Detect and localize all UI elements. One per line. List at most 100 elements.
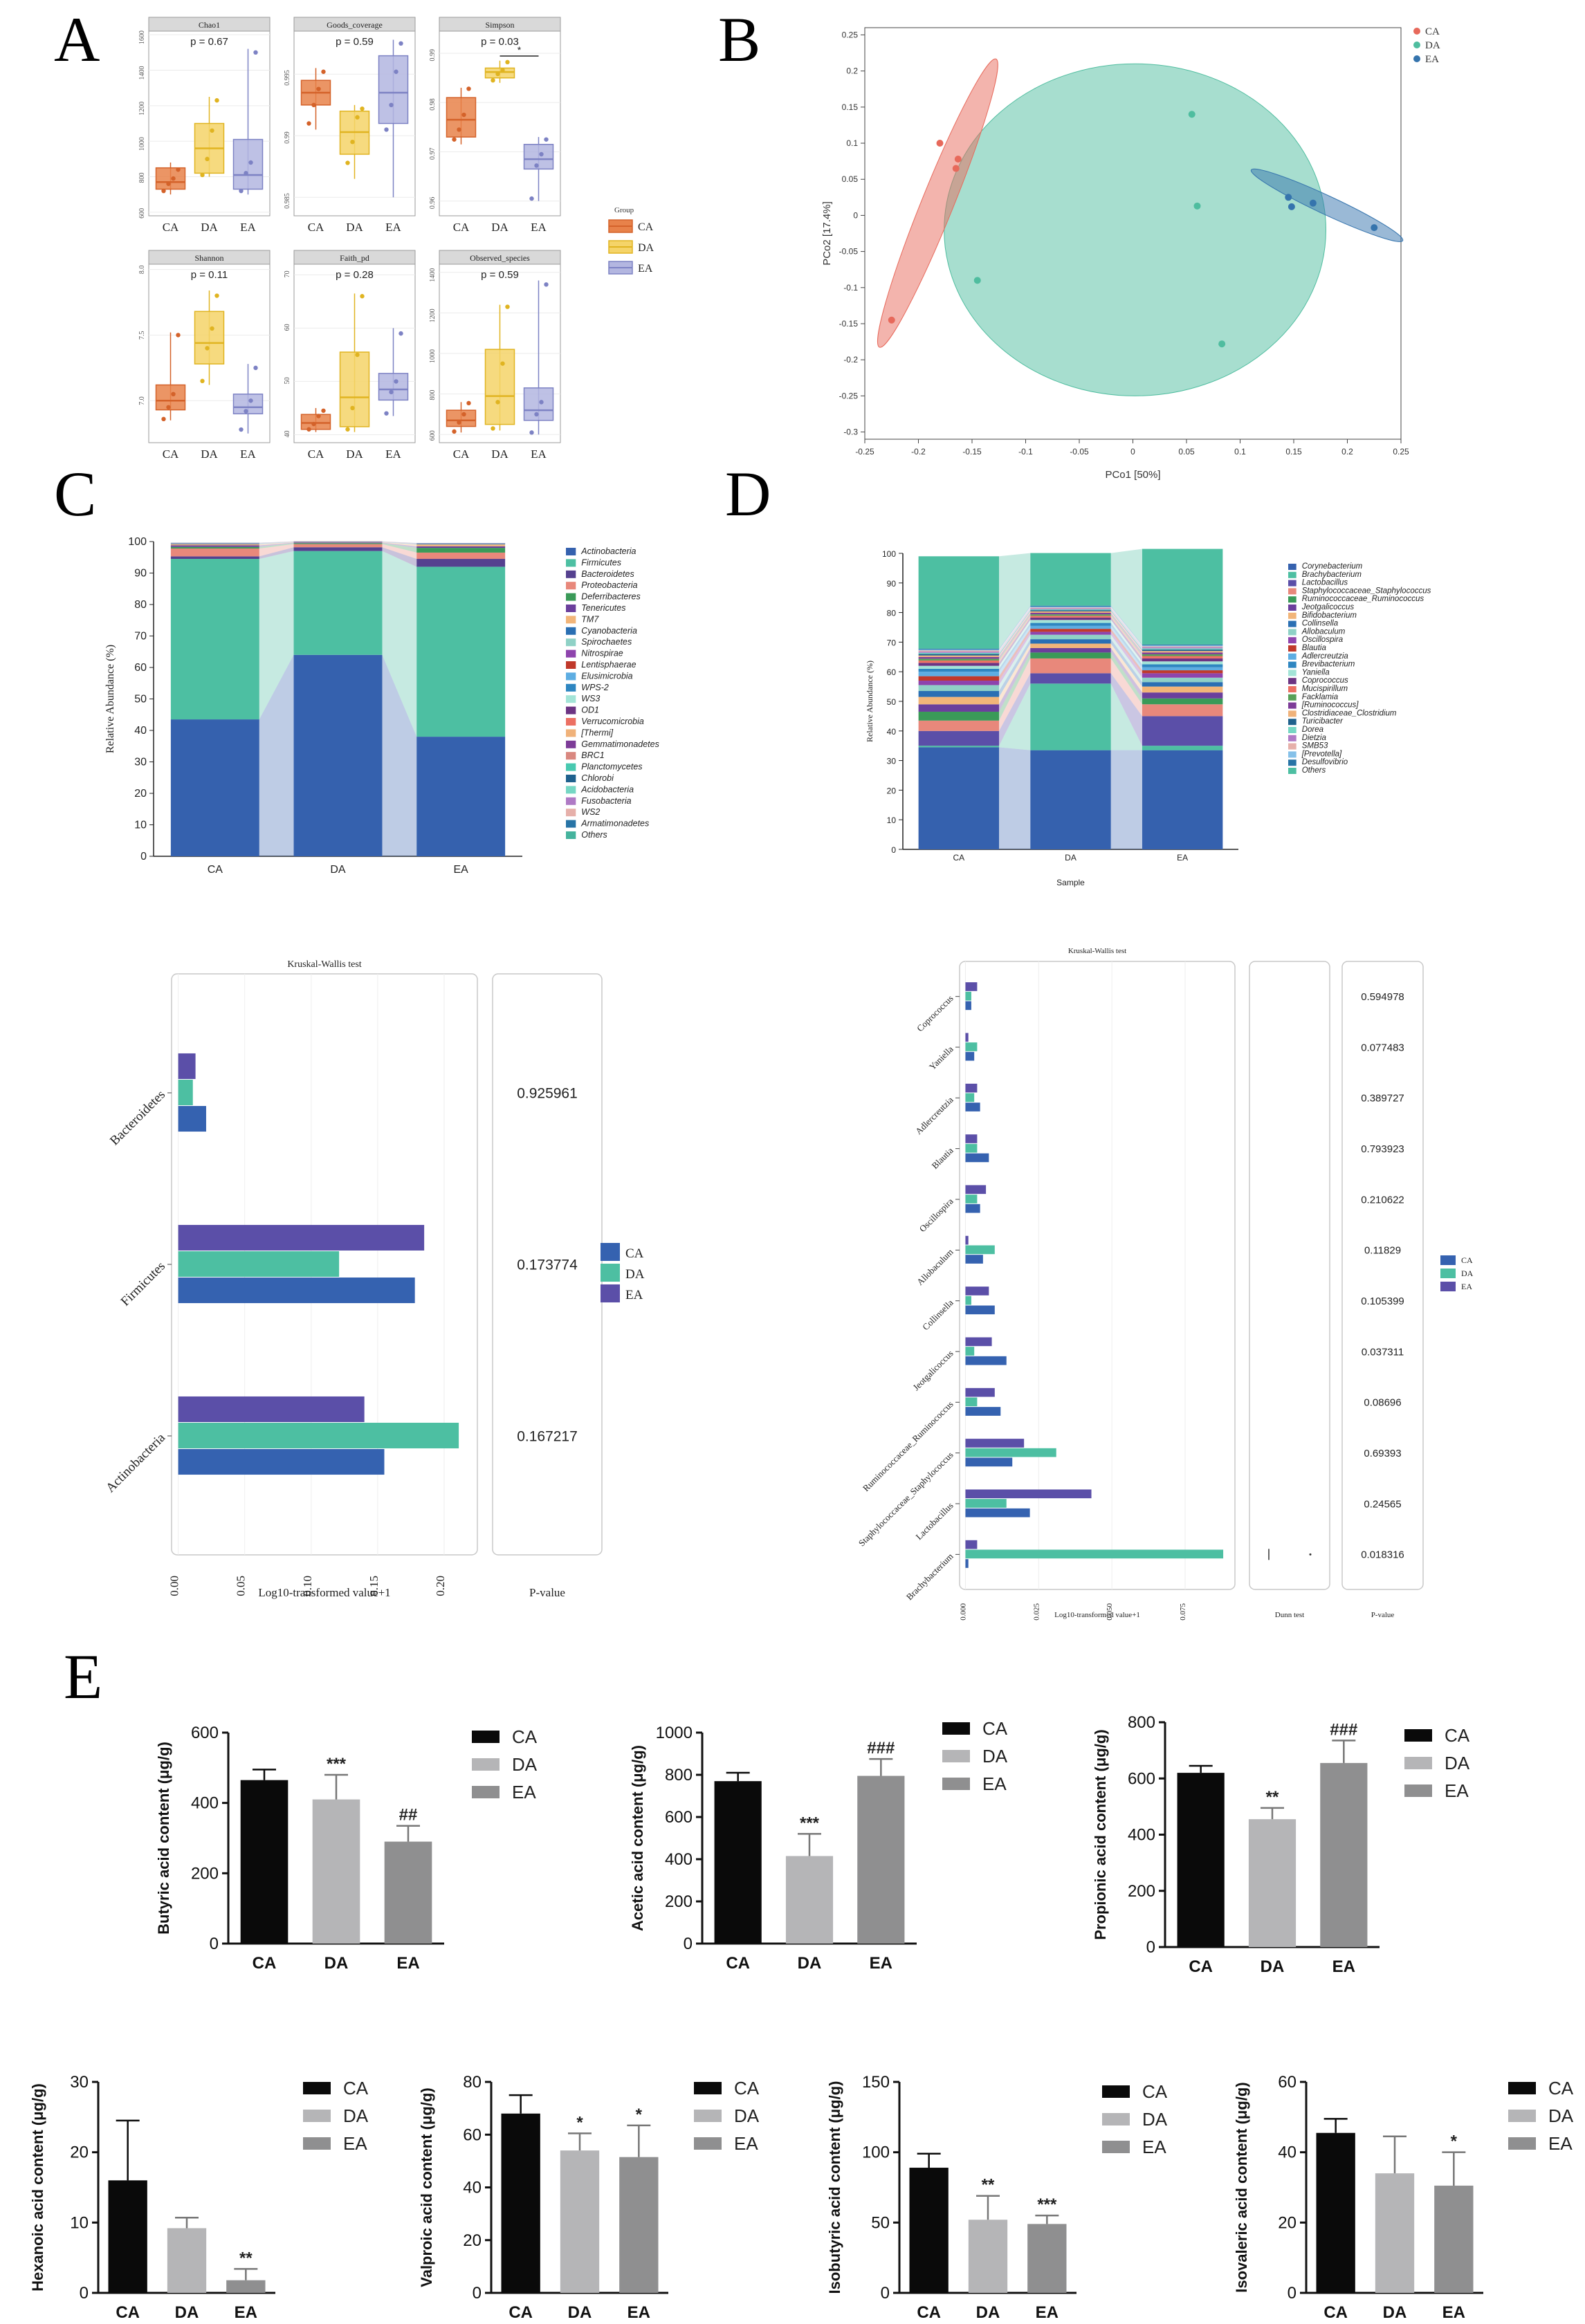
legend-swatch-da: [303, 2110, 331, 2122]
flow-band: [999, 673, 1031, 746]
bar-segment: [918, 747, 1000, 849]
flow-band: [1110, 607, 1142, 647]
x-tick-label: EA: [396, 1954, 419, 1973]
bar-ea: [965, 1540, 978, 1549]
legend-label: Proteobacteria: [581, 580, 637, 590]
x-tick-label: EA: [240, 221, 256, 234]
bar-da: [965, 1195, 978, 1204]
panel-a-alpha-diversity: Chao1 600 800 1000 1200 1400 1600 CA DA EA p = 0.6…: [138, 17, 654, 461]
y-tick-label: 600: [138, 208, 146, 219]
stacked-bar-ca: [170, 542, 259, 856]
bar-segment: [1030, 647, 1111, 653]
legend-swatch-ea: [694, 2137, 722, 2150]
panel-letter-c: C: [54, 459, 96, 529]
sample-point-ca: [888, 316, 895, 324]
y-tick-label: 0: [140, 851, 147, 863]
dunn-header: Dunn test: [1275, 1611, 1304, 1619]
significance-label: **: [239, 2249, 253, 2267]
flow-band: [999, 639, 1031, 697]
bar-ea: [965, 1387, 995, 1397]
x-tick-label: DA: [330, 864, 346, 876]
flow-band: [999, 613, 1031, 659]
bar-ca: [1316, 2132, 1355, 2293]
flow-band: [999, 643, 1031, 705]
boxplot-simpson: Simpson 0.96 0.97 0.98 0.99 CA DA EA p = 0.03*: [429, 17, 561, 234]
y-tick-label: 0: [853, 210, 858, 220]
bar-da: [1248, 1819, 1297, 1947]
y-tick-label: 40: [887, 727, 897, 737]
legend-label-ca: CA: [1425, 26, 1440, 37]
flow-band: [1110, 613, 1142, 654]
bar-segment: [1142, 646, 1223, 647]
legend-marker-ca: [1413, 28, 1420, 35]
bar-segment: [1030, 613, 1111, 615]
bar-ca: [965, 1001, 971, 1011]
flow-band: [259, 542, 294, 544]
bar-group-ruminococcaceae_ruminococcus: [965, 1387, 1001, 1416]
bar-ea: [226, 2280, 266, 2293]
bar-ea: [619, 2157, 659, 2293]
legend-label: SMB53: [1302, 742, 1328, 750]
flow-band: [259, 542, 294, 546]
legend-label-da: DA: [1142, 2109, 1168, 2130]
data-point: [355, 352, 360, 358]
data-point: [161, 188, 166, 194]
legend-swatch: [1288, 759, 1297, 766]
sample-point-da: [1188, 111, 1195, 118]
x-tick-label: -0.15: [962, 447, 982, 456]
data-point: [171, 391, 176, 397]
y-tick-label: 800: [138, 173, 146, 183]
legend-label-ca: CA: [1142, 2081, 1168, 2102]
bar-segment: [416, 559, 506, 567]
legend-label: Coprococcus: [1302, 676, 1348, 685]
bar-ea: [965, 1083, 978, 1093]
bar-ca: [178, 1106, 206, 1132]
bar-segment: [416, 544, 506, 546]
flow-band: [382, 544, 417, 560]
legend-swatch: [1288, 612, 1297, 619]
bar-segment: [1142, 664, 1223, 667]
legend-swatch: [1288, 686, 1297, 692]
flow-band: [1110, 616, 1142, 658]
y-tick-label: 1200: [429, 308, 437, 322]
legend-label-ea: EA: [1548, 2133, 1573, 2154]
legend-label-da: DA: [1461, 1269, 1474, 1278]
legend-swatch: [1288, 620, 1297, 627]
bar-segment: [1030, 607, 1111, 609]
category-label: Blautia: [930, 1145, 955, 1171]
flow-band: [259, 654, 294, 856]
x-tick-label: EA: [1332, 1957, 1355, 1976]
boxplot-shannon: Shannon 7.0 7.5 8.0 CA DA EA p = 0.11: [138, 250, 271, 461]
legend-label: Nitrospirae: [581, 649, 623, 658]
data-point: [244, 409, 248, 414]
bar-ca: [909, 2168, 949, 2293]
y-tick-label: -0.25: [839, 391, 859, 400]
legend-swatch-ea: [1404, 1784, 1432, 1797]
legend-label-ca: CA: [625, 1246, 644, 1261]
y-tick-label: 50: [284, 377, 291, 384]
x-tick-label: DA: [976, 2303, 1000, 2322]
x-tick-label: EA: [385, 221, 401, 234]
y-tick-label: 1600: [138, 30, 146, 44]
legend-swatch-ca: [601, 1243, 620, 1261]
bar-segment: [1030, 639, 1111, 644]
group-legend: Group CA DA EA: [608, 206, 654, 275]
bar-segment: [1142, 647, 1223, 649]
x-tick-label: 0.00: [168, 1576, 181, 1596]
x-tick-label: CA: [1323, 2303, 1348, 2322]
bar-segment: [1030, 614, 1111, 616]
bar-ca: [965, 1305, 995, 1315]
data-point: [205, 156, 210, 162]
bar-group-collinsella: [965, 1286, 995, 1315]
legend-swatch: [1288, 571, 1297, 578]
y-tick-label: 0: [473, 2284, 482, 2303]
flow-band: [999, 683, 1031, 750]
bar-group-adlercreutzia: [965, 1083, 980, 1112]
category-label: Bacteroidetes: [107, 1087, 168, 1148]
bar-da: [965, 1295, 971, 1305]
legend-swatch: [566, 786, 576, 794]
y-tick-label: 90: [887, 579, 897, 589]
y-tick-label: -0.15: [839, 319, 859, 329]
p-value: 0.925961: [517, 1085, 578, 1101]
